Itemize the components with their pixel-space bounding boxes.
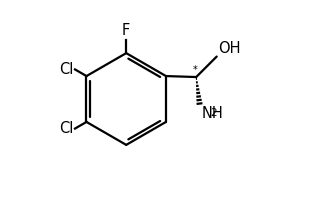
Text: *: *: [193, 65, 197, 75]
Text: Cl: Cl: [59, 62, 73, 77]
Text: 2: 2: [210, 108, 216, 118]
Text: F: F: [122, 23, 130, 38]
Text: Cl: Cl: [59, 121, 73, 136]
Text: NH: NH: [201, 106, 223, 121]
Text: OH: OH: [218, 41, 241, 56]
